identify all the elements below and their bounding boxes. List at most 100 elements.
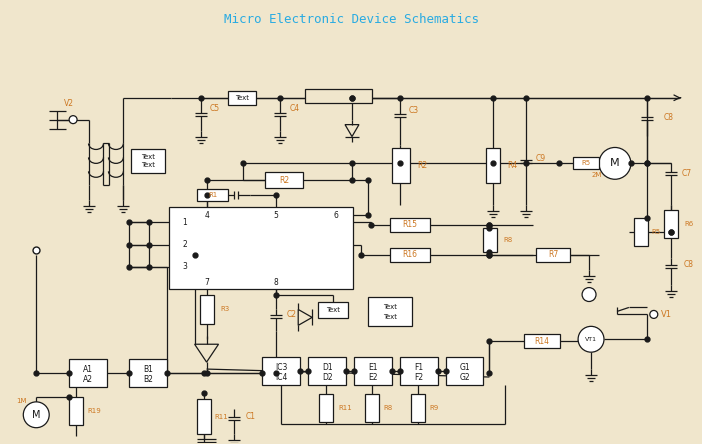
Text: 1M: 1M (16, 398, 27, 404)
Bar (308, 357, 346, 385)
Bar (365, 394, 379, 422)
Text: VT1: VT1 (585, 337, 597, 342)
Text: 1: 1 (183, 218, 187, 226)
Text: R6: R6 (684, 221, 694, 227)
Bar (228, 91, 256, 105)
Text: D1: D1 (322, 363, 333, 372)
Text: 7: 7 (204, 278, 209, 287)
Text: 2: 2 (183, 240, 187, 250)
Text: R2: R2 (279, 176, 289, 185)
Text: R9: R9 (430, 405, 439, 411)
Bar (400, 357, 437, 385)
Text: E2: E2 (368, 373, 378, 381)
Bar (199, 294, 213, 325)
Bar (392, 148, 410, 183)
Text: C5: C5 (209, 104, 220, 113)
Bar (446, 357, 484, 385)
Text: 5: 5 (274, 210, 279, 219)
Text: R7: R7 (548, 250, 558, 259)
Circle shape (69, 116, 77, 123)
Text: V1: V1 (661, 310, 673, 319)
Bar (318, 302, 348, 318)
Bar (664, 210, 677, 238)
Text: R15: R15 (402, 221, 417, 230)
Bar (168, 207, 353, 289)
Bar (263, 357, 300, 385)
Text: Text: Text (326, 307, 340, 313)
Circle shape (582, 288, 596, 301)
Bar (390, 218, 430, 232)
Bar (265, 172, 303, 188)
Text: 6: 6 (333, 210, 338, 219)
Text: R5: R5 (581, 160, 590, 166)
Text: A2: A2 (83, 374, 93, 384)
Text: M: M (610, 159, 620, 168)
Bar (411, 394, 425, 422)
Text: 4: 4 (204, 210, 209, 219)
Text: Text: Text (383, 305, 397, 310)
Text: R3: R3 (220, 306, 230, 313)
Text: Text: Text (383, 314, 397, 321)
Text: R4: R4 (508, 161, 517, 170)
Bar (319, 394, 333, 422)
Circle shape (23, 402, 49, 428)
Text: Text: Text (141, 163, 155, 168)
Bar (524, 334, 560, 348)
Bar (368, 297, 412, 326)
Text: A1: A1 (83, 365, 93, 373)
Text: 8: 8 (274, 278, 279, 287)
Text: F2: F2 (414, 373, 423, 381)
Text: R11: R11 (338, 405, 352, 411)
Text: IC3: IC3 (275, 363, 287, 372)
Text: C3: C3 (409, 106, 419, 115)
Text: C8: C8 (684, 260, 694, 269)
Text: Text: Text (141, 155, 155, 160)
Text: Text: Text (235, 95, 249, 101)
Text: R19: R19 (87, 408, 101, 414)
Text: G1: G1 (459, 363, 470, 372)
Text: IC4: IC4 (275, 373, 287, 381)
Bar (69, 359, 107, 387)
Text: C9: C9 (535, 154, 545, 163)
Text: R11: R11 (215, 414, 228, 420)
Text: R14: R14 (535, 337, 550, 346)
Text: C8: C8 (663, 113, 674, 122)
Text: R5: R5 (651, 229, 661, 235)
Text: R8: R8 (384, 405, 393, 411)
Bar (305, 89, 372, 103)
Text: C4: C4 (289, 104, 299, 113)
Text: M: M (32, 410, 41, 420)
Bar (197, 189, 228, 201)
Text: Micro Electronic Device Schematics: Micro Electronic Device Schematics (223, 13, 479, 26)
Text: R2: R2 (418, 161, 428, 170)
Bar (131, 150, 165, 173)
Bar (69, 397, 83, 425)
Text: V2: V2 (64, 99, 74, 108)
Text: C2: C2 (286, 310, 296, 319)
Text: D2: D2 (322, 373, 333, 381)
Text: E1: E1 (368, 363, 378, 372)
Text: G2: G2 (459, 373, 470, 381)
Text: C7: C7 (682, 169, 691, 178)
Bar (536, 248, 570, 262)
Circle shape (650, 310, 658, 318)
Bar (484, 228, 498, 252)
Bar (634, 218, 648, 246)
Circle shape (578, 326, 604, 352)
Text: F1: F1 (414, 363, 423, 372)
Bar (573, 158, 599, 169)
Bar (197, 399, 211, 434)
Bar (129, 359, 167, 387)
Text: 3: 3 (183, 262, 187, 271)
Text: B1: B1 (143, 365, 153, 373)
Circle shape (599, 147, 631, 179)
Text: C1: C1 (246, 412, 256, 421)
Bar (354, 357, 392, 385)
Text: R8: R8 (503, 237, 512, 243)
Bar (390, 248, 430, 262)
Text: R1: R1 (208, 192, 217, 198)
Text: B2: B2 (143, 374, 153, 384)
Text: R16: R16 (402, 250, 417, 259)
Text: 2M: 2M (592, 172, 602, 178)
Bar (486, 148, 501, 183)
